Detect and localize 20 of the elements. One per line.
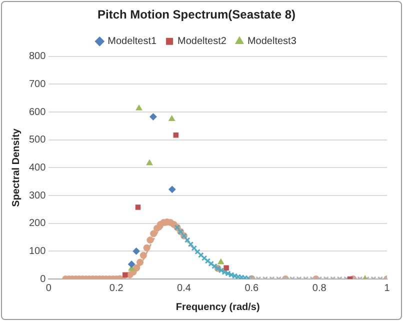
x-tick-label: 0.6 — [244, 282, 260, 294]
legend-label: Modeltest1 — [108, 36, 157, 48]
x-tick-label: 1 — [384, 282, 390, 294]
y-tick-label: 800 — [28, 51, 46, 62]
y-tick-label: 100 — [28, 246, 46, 257]
legend-label: Modeltest3 — [247, 36, 297, 48]
x-tick-label: 0.2 — [109, 282, 124, 294]
x-tick-label: 0.8 — [312, 282, 327, 294]
y-tick-label: 700 — [28, 78, 46, 90]
y-tick-label: 0 — [40, 274, 46, 285]
y-tick-label: 600 — [28, 106, 46, 118]
y-axis-title: Spectral Density — [10, 128, 22, 207]
x-tick-label: 0.4 — [177, 282, 192, 294]
y-tick-label: 300 — [28, 190, 46, 202]
x-axis-title: Frequency (rad/s) — [176, 302, 260, 313]
y-tick-label: 200 — [28, 218, 46, 230]
chart-title: Pitch Motion Spectrum(Seastate 8) — [97, 8, 296, 22]
legend-label: Modeltest2 — [178, 36, 227, 48]
y-tick-label: 500 — [28, 134, 46, 146]
y-tick-label: 400 — [28, 162, 46, 174]
